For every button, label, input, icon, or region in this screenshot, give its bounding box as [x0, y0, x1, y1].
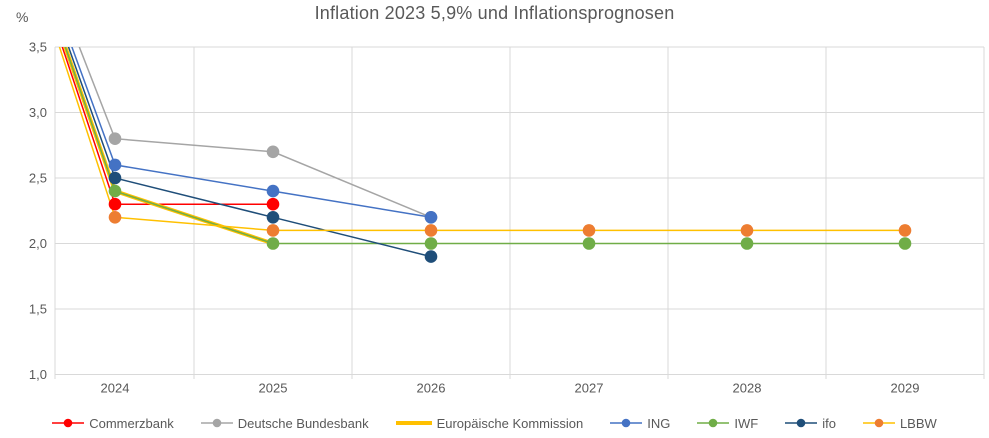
legend-label: Commerzbank: [89, 415, 174, 431]
data-point-ifo-2024: [108, 171, 122, 185]
chart-legend: Commerzbank Deutsche Bundesbank Europäisch…: [0, 412, 989, 434]
y-tick-label: 1,0: [29, 367, 47, 382]
data-point-IWF-2027: [582, 237, 596, 250]
legend-item-ING: ING: [610, 416, 670, 431]
plot-area: 1,0 1,5 2,0 2,5 3,0 3,5 2024 2025 2026 2027 2028 20…: [29, 40, 985, 396]
legend-label: LBBW: [899, 415, 937, 431]
data-point-IWF-2025: [266, 237, 280, 250]
y-tick-label: 2,5: [29, 171, 47, 186]
data-point-LBBW-2026: [424, 224, 438, 237]
legend-item-Commerzbank: Commerzbank: [52, 416, 174, 431]
data-point-LBBW-2028: [740, 224, 754, 237]
data-point-Commerzbank-2025: [266, 197, 280, 211]
legend-label: Deutsche Bundesbank: [237, 415, 369, 431]
data-point-IWF-2026: [424, 237, 438, 250]
legend-swatch-IWF: [697, 418, 730, 428]
series-line-LBBW: [58, 47, 905, 232]
data-point-LBBW-2024: [108, 211, 122, 224]
legend-swatch-Commerzbank: [52, 418, 85, 428]
y-tick-label: 1,5: [29, 302, 47, 317]
data-point-ING-2026: [424, 211, 438, 224]
x-tick-label: 2026: [417, 381, 446, 396]
legend-swatch-Deutsche Bundesbank: [200, 418, 233, 428]
legend-item-ifo: ifo: [785, 416, 836, 431]
data-point-IWF-2024: [108, 184, 122, 198]
series-line-Deutsche Bundesbank: [78, 47, 432, 218]
chart-title: Inflation 2023 5,9% und Inflationsprogno…: [314, 3, 675, 23]
data-point-Commerzbank-2024: [108, 197, 122, 211]
legend-label: ifo: [822, 415, 836, 431]
y-tick-label: 3,0: [29, 105, 47, 120]
legend-item-Deutsche Bundesbank: Deutsche Bundesbank: [200, 415, 369, 431]
y-tick-label: 2,0: [29, 236, 47, 251]
data-point-ING-2024: [108, 158, 122, 172]
y-axis-unit-label: %: [16, 9, 29, 25]
x-tick-label: 2027: [575, 381, 604, 396]
data-point-IWF-2029: [898, 237, 912, 250]
data-point-LBBW-2025: [266, 224, 280, 237]
x-tick-label: 2024: [101, 381, 130, 396]
legend-item-Europäische Kommission: Europäische Kommission: [395, 415, 584, 431]
data-point-LBBW-2027: [582, 224, 596, 237]
series-line-ifo: [67, 47, 432, 258]
legend-swatch-Europäische Kommission: [395, 421, 432, 425]
series-line-ING: [71, 47, 432, 219]
legend-label: ING: [647, 415, 671, 431]
legend-label: IWF: [734, 415, 759, 431]
legend-swatch-ING: [610, 418, 643, 428]
legend-item-IWF: IWF: [697, 416, 758, 431]
data-point-ING-2025: [266, 184, 280, 198]
legend-swatch-LBBW: [862, 418, 895, 428]
data-point-Deutsche Bundesbank-2024: [108, 132, 122, 145]
x-tick-label: 2028: [733, 381, 762, 396]
data-point-ifo-2026: [424, 250, 438, 263]
data-point-LBBW-2029: [898, 224, 912, 237]
data-point-Deutsche Bundesbank-2025: [266, 145, 280, 159]
x-tick-label: 2029: [891, 381, 920, 396]
data-point-ifo-2025: [266, 211, 280, 224]
x-tick-label: 2025: [259, 381, 288, 396]
data-point-IWF-2028: [740, 237, 754, 250]
series-line-IWF: [64, 47, 905, 245]
legend-swatch-ifo: [785, 418, 818, 428]
legend-item-LBBW: LBBW: [862, 415, 937, 431]
y-tick-label: 3,5: [29, 40, 47, 55]
legend-label: Europäische Kommission: [436, 415, 584, 431]
